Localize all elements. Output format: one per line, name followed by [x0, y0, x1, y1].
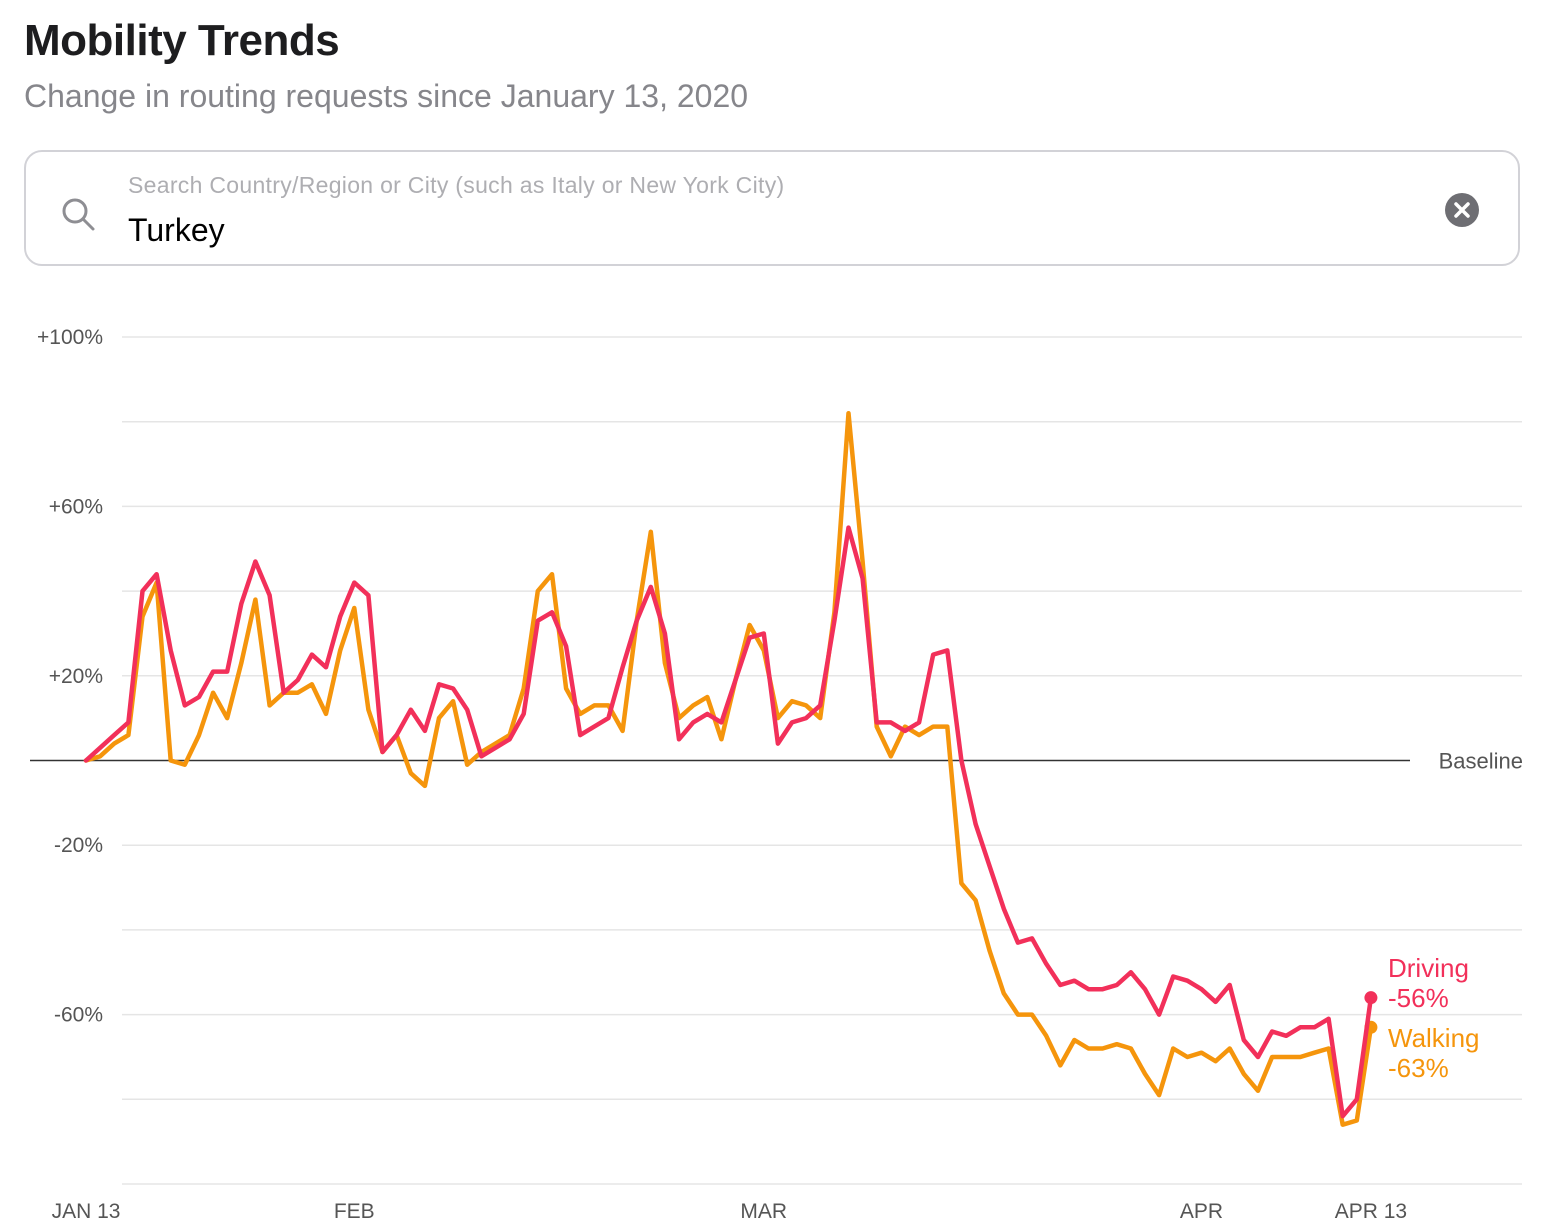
x-tick-label: MAR [740, 1200, 787, 1223]
series-name-walking: Walking [1388, 1023, 1480, 1053]
y-tick-label: +20% [49, 665, 103, 688]
series-line-driving [83, 525, 1374, 1119]
series-value-driving: -56% [1388, 983, 1449, 1013]
y-tick-label: +60% [49, 495, 103, 518]
search-placeholder: Search Country/Region or City (such as I… [128, 172, 785, 198]
search-icon [62, 198, 95, 231]
x-axis-ticks: JAN 13 FEB MAR APR APR 13 [52, 1200, 1408, 1223]
y-axis-ticks: +100% +60% +20% -20% -60% [37, 326, 103, 1027]
series-end-point-driving [1364, 991, 1378, 1005]
baseline-label: Baseline [1439, 749, 1523, 774]
search-box[interactable]: Search Country/Region or City (such as I… [24, 150, 1520, 266]
y-tick-label: -60% [54, 1004, 103, 1027]
series-labels: Driving-56% Walking-63% [1388, 953, 1480, 1083]
series-value-walking: -63% [1388, 1053, 1449, 1083]
x-tick-label: APR 13 [1335, 1200, 1407, 1223]
series-line-walking [83, 410, 1374, 1127]
x-tick-label: APR [1180, 1200, 1223, 1223]
y-tick-label: -20% [54, 834, 103, 857]
series-name-driving: Driving [1388, 953, 1469, 983]
x-tick-label: JAN 13 [52, 1200, 121, 1223]
search-input[interactable]: Turkey [128, 212, 225, 248]
grid-lines [122, 336, 1522, 1185]
page-title: Mobility Trends [24, 16, 340, 65]
x-tick-label: FEB [334, 1200, 375, 1223]
mobility-chart: +100% +60% +20% -20% -60% Baseline JAN 13 FEB… [30, 326, 1523, 1223]
clear-icon[interactable] [1444, 192, 1480, 228]
y-tick-label: +100% [37, 326, 103, 349]
series-lines [83, 410, 1378, 1127]
page-subtitle: Change in routing requests since January… [24, 78, 749, 114]
